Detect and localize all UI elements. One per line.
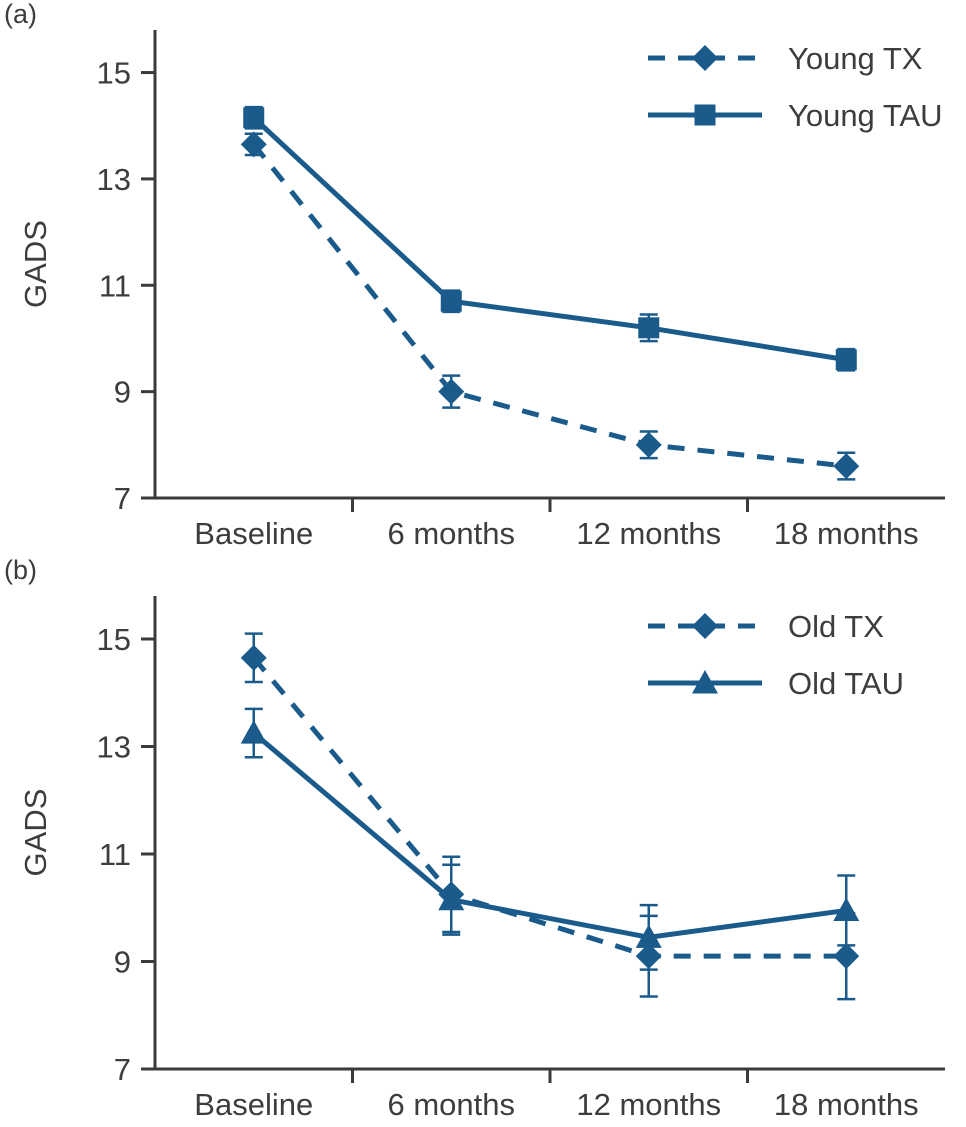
square-marker-young-tau bbox=[835, 349, 857, 371]
line-young-tau bbox=[252, 115, 847, 363]
y-tick-label: 11 bbox=[99, 268, 131, 303]
triangle-marker-old-tau bbox=[240, 720, 267, 744]
diamond-marker-young-tx bbox=[833, 453, 860, 480]
error-bars-old-tau bbox=[244, 707, 856, 971]
series-old-tau bbox=[240, 707, 860, 971]
y-tick-label: 13 bbox=[97, 162, 131, 197]
y-tick-labels: 7 9 11 13 15 bbox=[97, 622, 131, 1087]
diamond-marker-old-tx bbox=[833, 943, 860, 970]
chart-canvas: 7 9 11 13 15 Baseline 6 months 12 months 18 mont… bbox=[18, 30, 945, 551]
triangle-marker-old-tau bbox=[833, 897, 860, 921]
legend-label-old-tau: Old TAU bbox=[788, 666, 904, 701]
line-old-tx bbox=[251, 656, 847, 959]
legend-diamond-marker bbox=[692, 613, 718, 639]
y-tick-label: 15 bbox=[97, 56, 131, 91]
chart-canvas: 7 9 11 13 15 Baseline 6 months 12 months 18 mont… bbox=[18, 596, 945, 1122]
x-tick-label: Baseline bbox=[194, 516, 313, 551]
legend-diamond-marker bbox=[692, 45, 718, 71]
error-bars-young-tx bbox=[244, 132, 856, 481]
y-axis-label: GADS bbox=[18, 220, 53, 308]
series-old-tx bbox=[240, 632, 860, 1001]
square-marker-young-tau bbox=[243, 107, 265, 129]
legend-label-old-tx: Old TX bbox=[788, 609, 884, 644]
error-bars-young-tau bbox=[244, 105, 856, 372]
square-marker-young-tau bbox=[440, 290, 462, 312]
error-bars-old-tx bbox=[244, 632, 856, 1001]
x-tick-labels: Baseline 6 months 12 months 18 months bbox=[194, 516, 918, 551]
axes bbox=[141, 596, 945, 1083]
y-tick-label: 7 bbox=[114, 1052, 131, 1087]
x-tick-label: 6 months bbox=[387, 516, 515, 551]
legend-label-young-tx: Young TX bbox=[788, 41, 923, 76]
panel-b-chart: 7 9 11 13 15 Baseline 6 months 12 months 18 mont… bbox=[0, 556, 966, 1127]
diamond-marker-old-tx bbox=[240, 644, 267, 671]
y-tick-label: 9 bbox=[114, 375, 131, 410]
legend-label-young-tau: Young TAU bbox=[788, 98, 943, 133]
x-tick-label: 18 months bbox=[774, 1087, 919, 1122]
legend: Old TX Old TAU bbox=[648, 609, 904, 701]
legend-triangle-marker bbox=[692, 670, 718, 694]
legend-square-marker bbox=[694, 104, 716, 126]
y-tick-label: 11 bbox=[99, 837, 131, 872]
y-tick-label: 13 bbox=[97, 730, 131, 765]
x-tick-label: 12 months bbox=[576, 516, 721, 551]
panel-b: (b) 7 9 11 13 15 Baseline 6 months 12 months 18 … bbox=[0, 555, 966, 1127]
legend: Young TX Young TAU bbox=[648, 41, 943, 133]
x-tick-labels: Baseline 6 months 12 months 18 months bbox=[194, 1087, 918, 1122]
diamond-marker-young-tx bbox=[438, 378, 465, 405]
line-young-tx bbox=[251, 142, 847, 469]
panel-a-chart: 7 9 11 13 15 Baseline 6 months 12 months 18 mont… bbox=[0, 0, 966, 556]
triangle-marker-old-tau bbox=[438, 886, 465, 911]
square-marker-young-tau bbox=[638, 317, 660, 339]
panel-a: (a) 7 9 11 13 15 Baseline 6 months 12 months 18 … bbox=[0, 0, 966, 556]
y-tick-label: 9 bbox=[114, 945, 131, 980]
y-tick-label: 15 bbox=[97, 622, 131, 657]
diamond-marker-young-tx bbox=[240, 131, 267, 158]
panel-a-label: (a) bbox=[4, 0, 37, 29]
diamond-marker-young-tx bbox=[635, 431, 662, 458]
triangle-marker-old-tau bbox=[635, 924, 662, 948]
x-tick-label: 12 months bbox=[576, 1087, 721, 1122]
x-tick-label: Baseline bbox=[194, 1087, 313, 1122]
x-tick-label: 6 months bbox=[387, 1087, 515, 1122]
axes bbox=[141, 30, 945, 512]
y-axis-label: GADS bbox=[18, 789, 53, 877]
x-tick-label: 18 months bbox=[774, 516, 919, 551]
line-old-tau bbox=[252, 731, 847, 940]
y-tick-label: 7 bbox=[114, 481, 131, 516]
y-tick-labels: 7 9 11 13 15 bbox=[97, 56, 131, 516]
series-young-tx bbox=[240, 131, 860, 481]
series-young-tau bbox=[243, 105, 857, 372]
panel-b-label: (b) bbox=[4, 555, 37, 585]
